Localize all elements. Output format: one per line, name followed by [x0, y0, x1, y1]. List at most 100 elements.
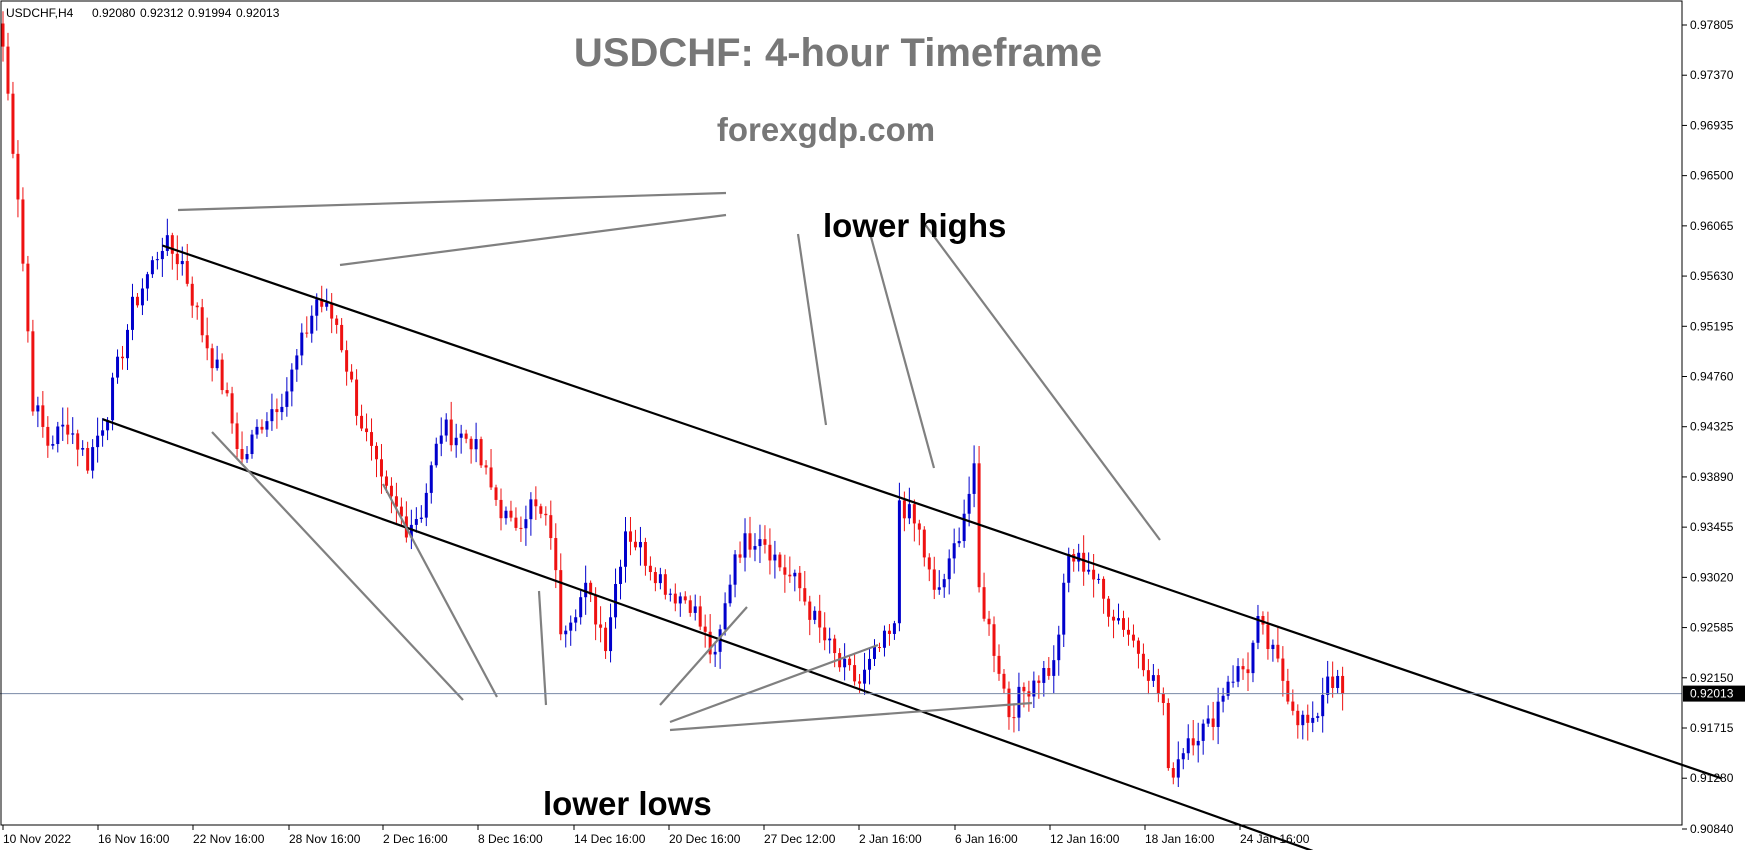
candle-body — [350, 371, 354, 380]
x-tick-label: 24 Jan 16:00 — [1240, 832, 1310, 846]
candle-body — [723, 603, 727, 630]
x-tick-label: 28 Nov 16:00 — [289, 832, 361, 846]
candle-body — [121, 356, 125, 359]
candle-body — [16, 153, 20, 200]
candle-body — [1, 23, 5, 47]
current-price-label: 0.92013 — [1690, 687, 1734, 701]
candle-body — [499, 499, 503, 519]
candle-body — [340, 324, 344, 351]
candle-body — [609, 617, 613, 652]
candle-body — [1196, 740, 1200, 746]
candle-body — [494, 487, 498, 500]
ohlc-open: 0.92080 — [92, 6, 136, 20]
candle-body — [952, 543, 956, 559]
x-tick-label: 14 Dec 16:00 — [574, 832, 646, 846]
candle-body — [434, 443, 438, 466]
candle-body — [564, 630, 568, 635]
arrow-lower-highs-3 — [796, 233, 828, 426]
channel-upper-line — [162, 244, 1722, 780]
candle-body — [1336, 675, 1340, 688]
candle-body — [1012, 717, 1016, 719]
y-tick-label: 0.93020 — [1690, 570, 1734, 584]
y-tick-label: 0.97370 — [1690, 68, 1734, 82]
arrow-lower-highs-5 — [923, 222, 1161, 541]
x-tick-label: 10 Nov 2022 — [3, 832, 71, 846]
candle-body — [693, 606, 697, 613]
candle-body — [76, 433, 80, 450]
y-axis: 0.97805 0.97370 0.96935 0.96500 0.96065 0.956… — [0, 18, 1745, 836]
candle-body — [534, 499, 538, 507]
candle-body — [653, 572, 657, 584]
candle-body — [1141, 653, 1145, 671]
candle-body — [245, 454, 249, 460]
candle-body — [972, 463, 976, 494]
y-tick-label: 0.96500 — [1690, 169, 1734, 183]
candle-body — [1002, 673, 1006, 689]
candle-body — [927, 557, 931, 570]
candle-body — [1326, 676, 1330, 695]
arrow-lower-lows-4 — [659, 606, 748, 706]
candle-body — [409, 524, 413, 538]
y-tick-label: 0.92150 — [1690, 671, 1734, 685]
y-tick-label: 0.95195 — [1690, 319, 1734, 333]
candle-body — [539, 506, 543, 514]
candle-body — [280, 406, 284, 413]
candle-body — [41, 405, 45, 427]
candle-body — [932, 569, 936, 590]
candle-body — [569, 622, 573, 631]
candle-body — [305, 332, 309, 334]
candle-body — [1112, 616, 1116, 621]
candle-body — [614, 583, 618, 618]
candle-body — [464, 433, 468, 439]
candle-body — [21, 199, 25, 264]
candle-body — [519, 527, 523, 529]
candle-body — [444, 419, 448, 436]
x-tick-label: 12 Jan 16:00 — [1050, 832, 1120, 846]
candle-body — [270, 409, 274, 422]
candle-body — [524, 519, 528, 529]
candle-body — [643, 541, 647, 566]
current-price-tag — [1683, 685, 1745, 702]
candle-body — [748, 533, 752, 550]
candle-body — [399, 506, 403, 517]
candle-body — [1251, 642, 1255, 674]
candle-body — [429, 465, 433, 493]
candle-body — [140, 288, 144, 306]
candle-body — [106, 420, 110, 431]
candle-body — [843, 658, 847, 668]
candle-body — [91, 447, 95, 471]
candle-body — [648, 565, 652, 573]
candle-body — [788, 574, 792, 577]
candles-group — [1, 11, 1345, 788]
candle-body — [96, 435, 100, 448]
candle-body — [360, 415, 364, 429]
x-tick-label: 20 Dec 16:00 — [669, 832, 741, 846]
candle-body — [877, 647, 881, 649]
candle-body — [1226, 681, 1230, 696]
channel-lower-line — [102, 418, 1314, 852]
candle-body — [1161, 693, 1165, 703]
candle-body — [86, 448, 90, 471]
y-tick-label: 0.90840 — [1690, 822, 1734, 836]
candle-body — [559, 570, 563, 635]
candle-body — [126, 329, 129, 359]
candle-body — [235, 423, 239, 449]
candle-body — [1126, 629, 1130, 635]
candle-body — [967, 493, 971, 514]
candle-body — [703, 626, 707, 632]
candle-body — [439, 435, 443, 444]
candle-body — [579, 597, 583, 618]
candle-body — [31, 331, 35, 412]
candle-body — [544, 513, 548, 516]
arrow-lower-highs-4 — [866, 225, 936, 469]
candle-body — [1156, 675, 1160, 694]
x-axis: 10 Nov 2022 16 Nov 16:00 22 Nov 16:00 28 No… — [2, 825, 1310, 846]
candle-body — [1341, 675, 1345, 694]
candle-body — [803, 588, 807, 602]
candle-body — [1276, 644, 1280, 659]
candle-body — [449, 419, 453, 446]
chart-symbol-header: USDCHF,H4 — [6, 6, 74, 20]
candle-body — [863, 669, 867, 684]
candle-body — [1221, 695, 1225, 702]
